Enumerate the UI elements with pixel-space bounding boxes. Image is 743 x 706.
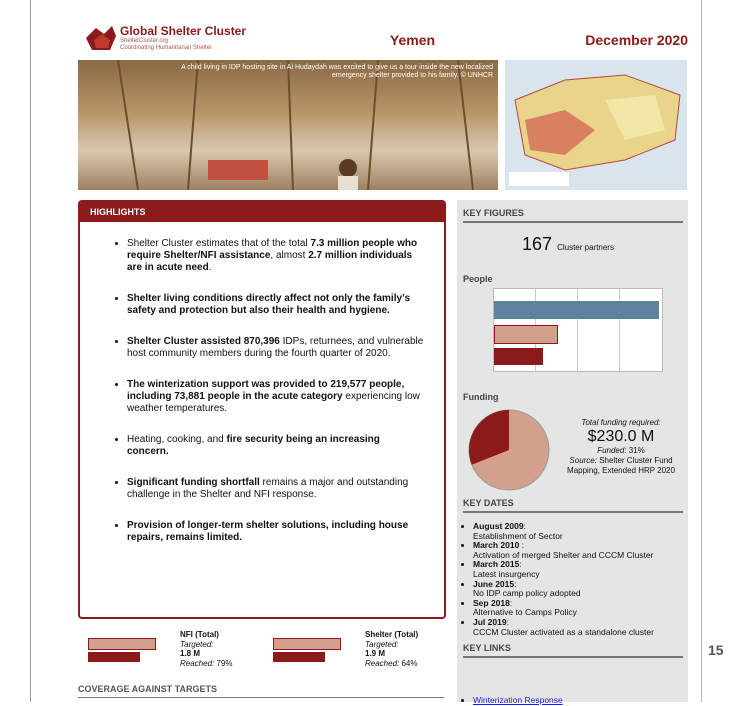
reached: Reached: 64%: [365, 659, 418, 669]
logo-sub: ShelterCluster.org: [120, 38, 168, 44]
date: December 2020: [560, 32, 688, 48]
date: August 2009: [473, 521, 524, 531]
highlights-box: HIGHLIGHTS Shelter Cluster estimates tha…: [78, 200, 446, 619]
highlights-title: HIGHLIGHTS: [80, 202, 444, 222]
photo-caption: A child living in IDP hosting site in Al…: [168, 64, 493, 80]
target-chart: [88, 630, 160, 666]
people-bar: [494, 348, 543, 365]
people-bar: [494, 325, 558, 344]
required-label: Total funding required:: [555, 418, 687, 428]
highlight-text: Shelter Cluster assisted 870,396: [127, 336, 280, 347]
target-name: Shelter (Total): [365, 630, 418, 640]
funded-value: 31%: [629, 446, 645, 455]
date-item: March 2015:Latest insurgency: [473, 560, 695, 579]
partners-count: 167 Cluster partners: [522, 234, 614, 255]
highlights-list: Shelter Cluster estimates that of the to…: [80, 238, 444, 544]
highlight-text: Provision of longer-term shelter solutio…: [127, 520, 408, 543]
section-title: KEY DATES: [463, 498, 683, 513]
targeted-value: 1.9 M: [365, 649, 418, 659]
dates-list: August 2009:Establishment of SectorMarch…: [459, 522, 695, 637]
target-chart: [273, 630, 345, 666]
highlight-text: , almost: [270, 250, 308, 261]
highlight-text: Significant funding shortfall: [127, 477, 260, 488]
target-name: NFI (Total): [180, 630, 233, 640]
required-amount: $230.0 M: [555, 428, 687, 446]
link-item: Winterization Response: [473, 696, 695, 706]
source-label: Source:: [569, 456, 597, 465]
map: [505, 60, 687, 190]
section-title: KEY LINKS: [463, 643, 683, 658]
highlight-text: Heating, cooking, and: [127, 434, 227, 445]
highlight-item: Provision of longer-term shelter solutio…: [127, 520, 424, 544]
source: Source: Shelter Cluster Fund Mapping, Ex…: [555, 456, 687, 476]
date: March 2015: [473, 559, 519, 569]
logo-icon: [84, 24, 118, 52]
date-text: CCCM Cluster activated as a standalone c…: [473, 628, 695, 638]
highlight-item: Significant funding shortfall remains a …: [127, 477, 424, 501]
targeted-label: Targeted:: [365, 640, 418, 650]
country: Yemen: [360, 32, 465, 48]
side-panel: KEY FIGURES 167 Cluster partners People …: [457, 200, 688, 702]
date-item: August 2009:Establishment of Sector: [473, 522, 695, 541]
page-number: 15: [708, 642, 724, 658]
partners-label: Cluster partners: [557, 243, 614, 252]
highlight-text: Shelter living conditions directly affec…: [127, 293, 410, 316]
highlight-item: The winterization support was provided t…: [127, 379, 424, 415]
highlight-item: Shelter Cluster assisted 870,396 IDPs, r…: [127, 336, 424, 360]
date-item: March 2010 :Activation of merged Shelter…: [473, 541, 695, 560]
highlight-item: Shelter living conditions directly affec…: [127, 293, 424, 317]
date: June 2015: [473, 579, 514, 589]
people-title: People: [463, 274, 493, 284]
link[interactable]: Winterization Response: [473, 695, 563, 705]
logo-sub: Coordinating Humanitarian Shelter: [120, 45, 212, 51]
funding-pie: [467, 408, 551, 492]
funded-label: Funded:: [597, 446, 626, 455]
photo: A child living in IDP hosting site in Al…: [78, 60, 498, 190]
partners-number: 167: [522, 234, 552, 254]
reached-label: Reached:: [365, 659, 399, 668]
reached-label: Reached:: [180, 659, 214, 668]
target-bar: [88, 638, 156, 650]
section-title: KEY FIGURES: [463, 208, 683, 223]
logo-title: Global Shelter Cluster: [120, 24, 246, 38]
date: March 2010: [473, 540, 522, 550]
reached: Reached: 79%: [180, 659, 233, 669]
date: Jul 2019: [473, 617, 507, 627]
date-item: Sep 2018:Alternative to Camps Policy: [473, 599, 695, 618]
reached-bar: [273, 652, 325, 662]
people-chart: [493, 288, 663, 372]
highlight-item: Heating, cooking, and fire security bein…: [127, 434, 424, 458]
target-bar: [273, 638, 341, 650]
targeted-value: 1.8 M: [180, 649, 233, 659]
reached-value: 79%: [216, 659, 232, 668]
funding-title: Funding: [463, 392, 499, 402]
links-list: Winterization Response: [459, 696, 695, 706]
highlight-text: .: [209, 262, 212, 273]
people-bar: [494, 301, 659, 319]
date-item: Jul 2019:CCCM Cluster activated as a sta…: [473, 618, 695, 637]
coverage-title: COVERAGE AGAINST TARGETS: [78, 684, 444, 698]
reached-value: 64%: [401, 659, 417, 668]
highlight-text: Shelter Cluster estimates that of the to…: [127, 238, 310, 249]
reached-bar: [88, 652, 140, 662]
highlight-item: Shelter Cluster estimates that of the to…: [127, 238, 424, 274]
funding-text: Total funding required: $230.0 M Funded:…: [555, 418, 687, 476]
targeted-label: Targeted:: [180, 640, 233, 650]
date: Sep 2018: [473, 598, 510, 608]
funded: Funded: 31%: [555, 446, 687, 456]
date-item: June 2015:No IDP camp policy adopted: [473, 580, 695, 599]
page-root: {"header":{"logo_title":"Global Shelter …: [0, 0, 743, 702]
